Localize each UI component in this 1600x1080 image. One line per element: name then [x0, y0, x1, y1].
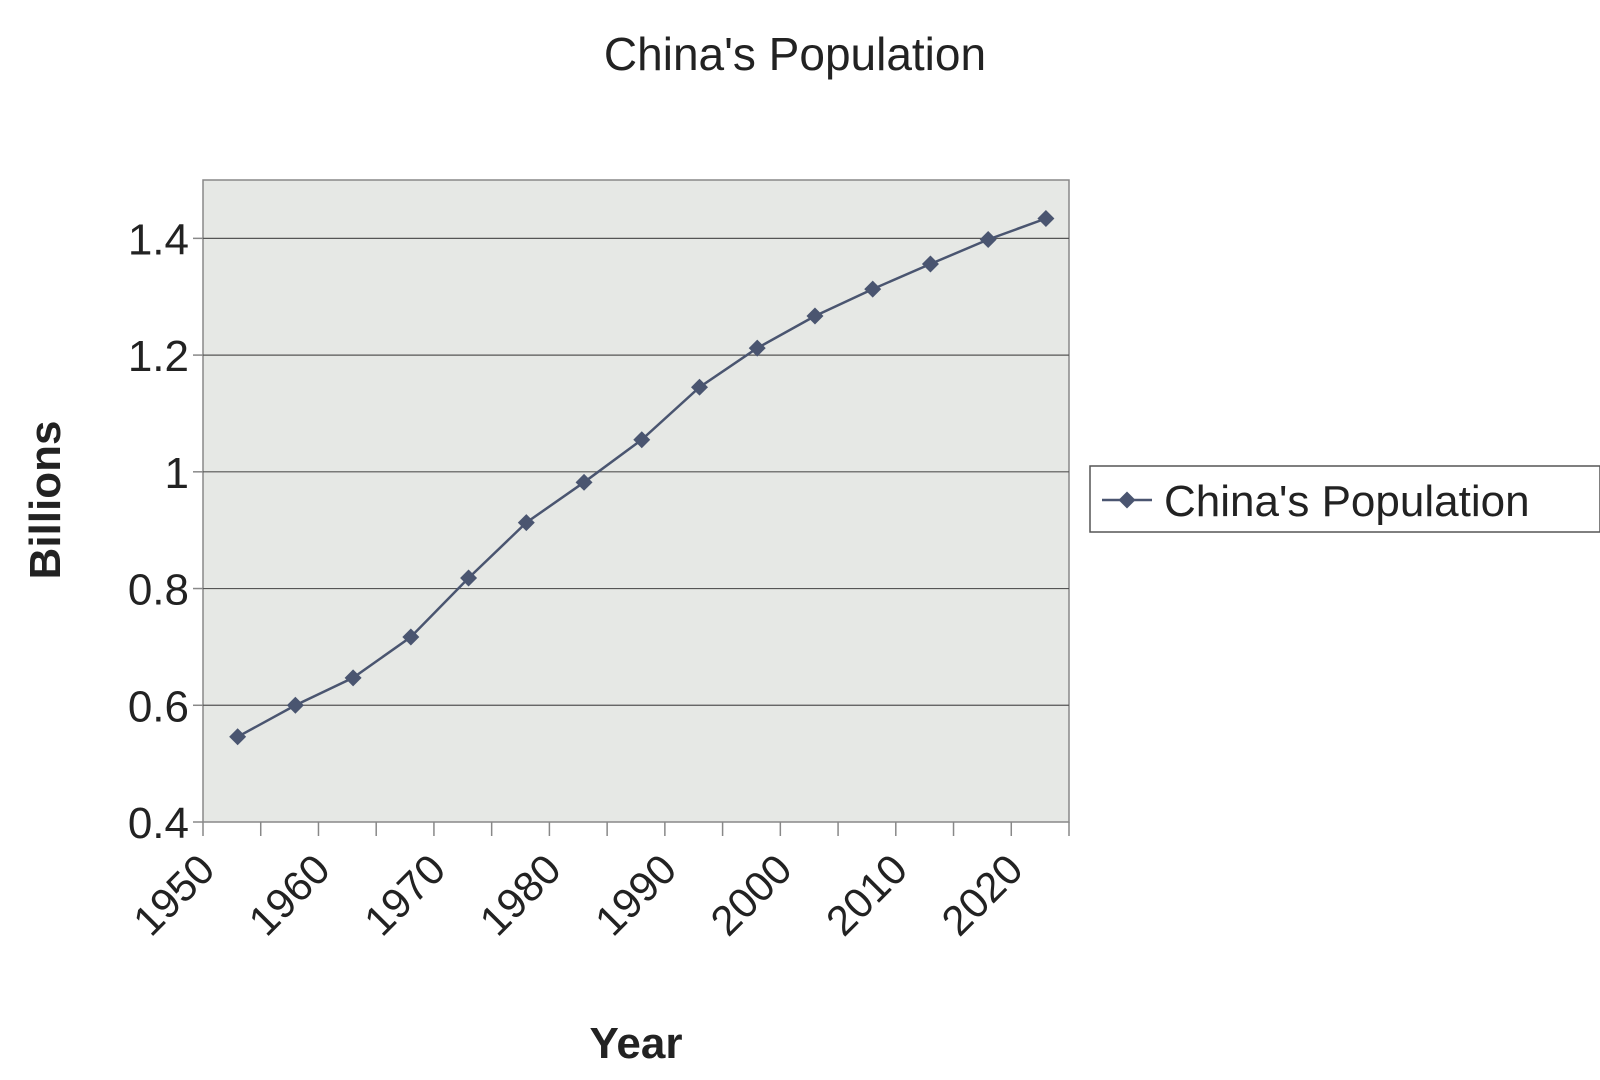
y-tick-label-1: 0.6 [128, 682, 189, 731]
data-point-6 [575, 473, 593, 491]
y-axis-title: Billions [21, 421, 70, 580]
x-tick-label-1: 1960 [240, 845, 339, 944]
x-tick-label-0: 1950 [124, 845, 223, 944]
data-point-10 [806, 307, 824, 325]
y-tick-label-0: 0.4 [128, 799, 189, 848]
data-point-13 [979, 231, 997, 249]
data-point-5 [517, 514, 535, 532]
gridlines [203, 237, 1069, 706]
data-point-9 [748, 339, 766, 357]
y-tick-label-5: 1.4 [128, 215, 189, 264]
y-tick-label-3: 1 [165, 449, 189, 498]
x-tick-label-7: 2020 [932, 845, 1031, 944]
legend: China's Population [1089, 465, 1600, 533]
x-tick-label-2: 1970 [355, 845, 454, 944]
x-axis-title: Year [590, 1019, 683, 1068]
data-point-4 [460, 569, 478, 587]
y-tick-label-2: 0.8 [128, 566, 189, 615]
chart-title: China's Population [604, 28, 986, 80]
data-point-1 [286, 696, 304, 714]
x-tick-label-6: 2010 [817, 845, 916, 944]
data-point-2 [344, 669, 362, 687]
y-tick-label-4: 1.2 [128, 332, 189, 381]
data-point-7 [633, 431, 651, 449]
data-point-3 [402, 628, 420, 646]
plot-area [202, 179, 1070, 823]
series-layer [229, 210, 1055, 746]
x-tick-label-3: 1980 [470, 845, 569, 944]
data-point-11 [864, 280, 882, 298]
data-point-12 [921, 255, 939, 273]
legend-box [1089, 465, 1600, 533]
data-point-8 [691, 378, 708, 396]
data-point-0 [229, 728, 247, 746]
x-tick-label-4: 1990 [586, 845, 685, 944]
x-axis-ticks: 1950 1960 1970 1980 1990 2000 2010 2020 [124, 822, 1070, 944]
x-tick-label-5: 2000 [701, 845, 800, 944]
y-axis-ticks: 0.4 0.6 0.8 1 1.2 1.4 [128, 215, 203, 848]
legend-label: China's Population [1164, 477, 1530, 526]
